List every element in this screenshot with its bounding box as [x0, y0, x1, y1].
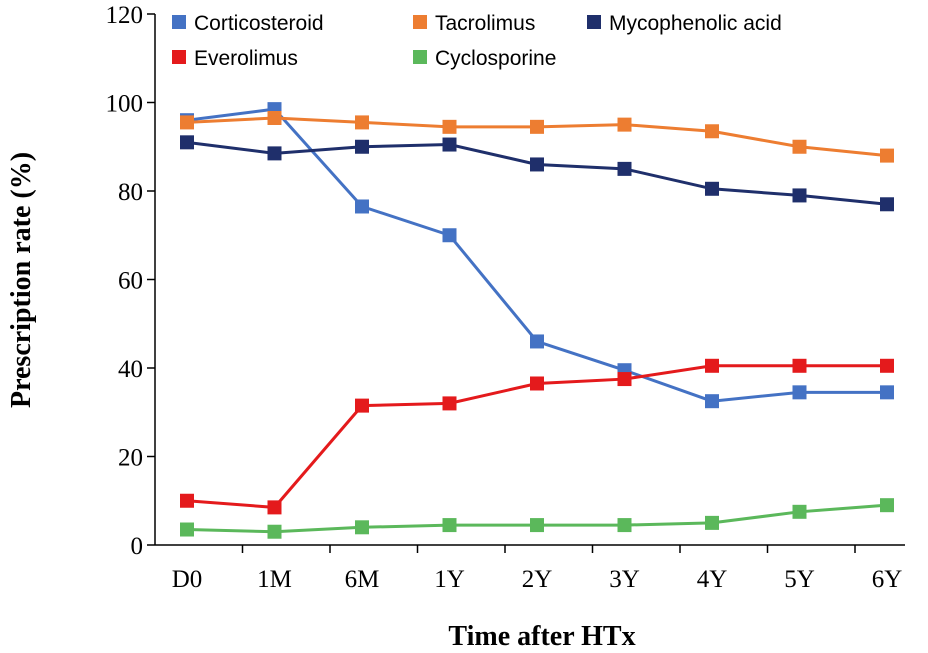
legend-swatch: [172, 15, 186, 29]
x-axis-title: Time after HTx: [448, 621, 635, 652]
legend-item-tacrolimus: Tacrolimus: [413, 12, 535, 35]
x-tick-label: 6M: [345, 566, 380, 593]
data-point: [792, 385, 807, 400]
data-point: [617, 372, 632, 387]
data-point: [792, 504, 807, 519]
data-point: [880, 197, 894, 212]
x-ticks: D0 1M 6M 1Y 2Y 3Y 4Y 5Y 6Y: [172, 545, 903, 593]
data-point: [442, 518, 457, 533]
y-ticks: 0 20 40 60 80 100 120: [106, 2, 155, 560]
data-point: [880, 358, 894, 373]
data-point: [180, 493, 194, 508]
y-axis-title: Prescription rate (%): [6, 152, 37, 408]
data-point: [180, 115, 194, 130]
legend-swatch: [172, 50, 186, 64]
data-point: [180, 522, 194, 537]
data-point: [442, 137, 457, 152]
data-point: [617, 161, 632, 176]
series-line-mycophenolic-acid: [186, 140, 888, 206]
data-point: [267, 110, 282, 125]
legend-swatch: [413, 50, 427, 64]
data-point: [530, 157, 544, 172]
data-point: [617, 117, 632, 132]
y-tick-label: 60: [118, 268, 143, 295]
data-point: [267, 146, 282, 161]
legend-item-corticosteroid: Corticosteroid: [172, 12, 324, 35]
series-everolimus: [180, 358, 894, 515]
data-point: [880, 148, 894, 163]
legend-swatch: [587, 15, 601, 29]
series-layer: [180, 102, 894, 539]
legend-label: Cyclosporine: [435, 47, 556, 70]
series-corticosteroid: [180, 102, 894, 409]
y-tick-label: 80: [118, 179, 143, 206]
legend-swatch: [413, 15, 427, 29]
data-point: [267, 500, 282, 515]
data-point: [880, 498, 894, 513]
data-point: [705, 124, 719, 139]
x-tick-label: 1M: [257, 566, 292, 593]
x-tick-label: 2Y: [522, 566, 553, 593]
legend-item-mycophenolic-acid: Mycophenolic acid: [587, 12, 782, 35]
data-point: [792, 139, 807, 154]
legend-label: Corticosteroid: [194, 12, 324, 35]
y-tick-label: 0: [131, 533, 144, 560]
data-point: [705, 181, 719, 196]
data-point: [355, 520, 369, 535]
y-tick-label: 120: [106, 2, 144, 29]
legend-label: Everolimus: [194, 47, 298, 70]
data-point: [530, 376, 544, 391]
x-tick-label: 4Y: [697, 566, 728, 593]
data-point: [530, 334, 544, 349]
data-point: [880, 385, 894, 400]
series-cyclosporine: [180, 498, 894, 539]
data-point: [530, 119, 544, 134]
data-point: [442, 119, 457, 134]
data-point: [355, 199, 369, 214]
axes: 0 20 40 60 80 100 120 D0 1M 6M 1Y 2Y 3Y 4Y 5Y 6Y: [106, 2, 905, 593]
y-tick-label: 20: [118, 445, 143, 472]
data-point: [355, 115, 369, 130]
x-tick-label: 3Y: [609, 566, 640, 593]
data-point: [617, 518, 632, 533]
data-point: [267, 524, 282, 539]
data-point: [180, 135, 194, 150]
legend-label: Tacrolimus: [435, 12, 535, 35]
legend: Corticosteroid Tacrolimus Mycophenolic aci…: [172, 12, 782, 70]
data-point: [355, 398, 369, 413]
x-tick-label: 5Y: [784, 566, 815, 593]
data-point: [705, 515, 719, 530]
data-point: [705, 358, 719, 373]
legend-label: Mycophenolic acid: [609, 12, 782, 35]
x-tick-label: 1Y: [434, 566, 465, 593]
data-point: [792, 358, 807, 373]
data-point: [705, 394, 719, 409]
y-tick-label: 40: [118, 356, 143, 383]
data-point: [355, 139, 369, 154]
data-point: [792, 188, 807, 203]
series-mycophenolic-acid: [180, 135, 894, 212]
data-point: [442, 396, 457, 411]
series-tacrolimus: [180, 110, 894, 163]
x-tick-label: D0: [172, 566, 203, 593]
data-point: [442, 228, 457, 243]
legend-item-everolimus: Everolimus: [172, 47, 298, 70]
data-point: [530, 518, 544, 533]
legend-item-cyclosporine: Cyclosporine: [413, 47, 556, 70]
y-tick-label: 100: [106, 91, 144, 118]
x-tick-label: 6Y: [872, 566, 903, 593]
